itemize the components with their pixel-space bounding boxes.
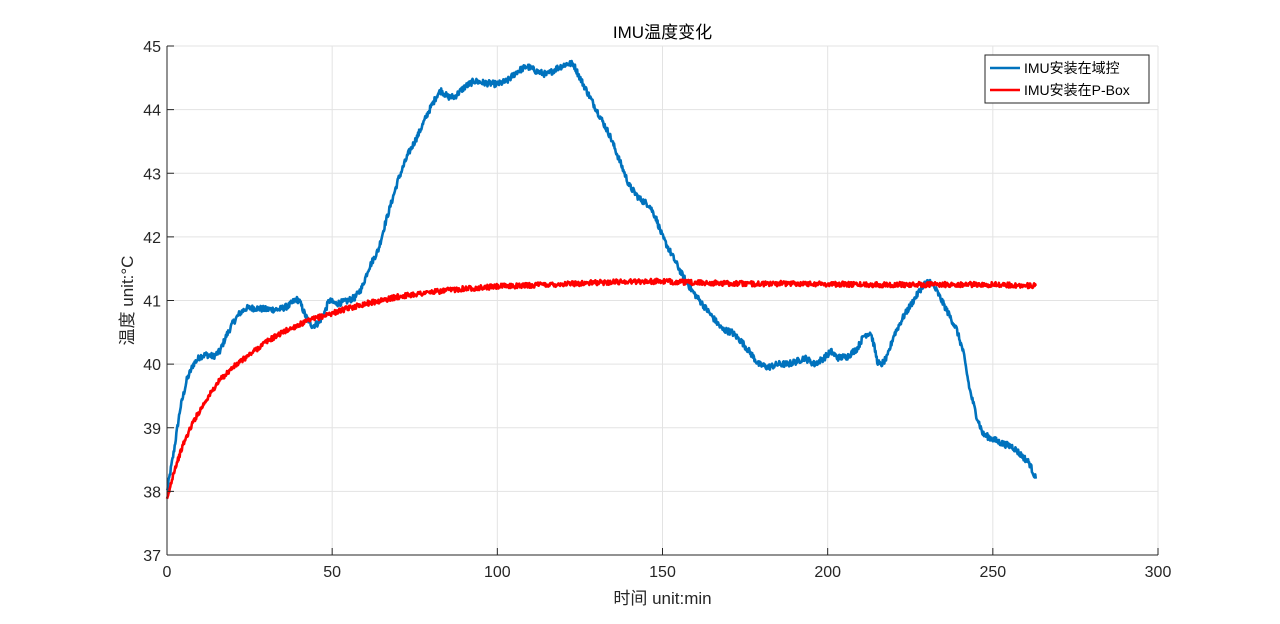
y-tick-label: 45 xyxy=(143,39,161,56)
legend-entry-series-2: IMU安装在P-Box xyxy=(1024,82,1130,98)
y-tick-label: 42 xyxy=(143,230,161,247)
legend-box xyxy=(984,54,1150,104)
x-tick-label: 50 xyxy=(323,564,341,581)
y-tick-label: 39 xyxy=(143,421,161,438)
y-tick-label: 38 xyxy=(143,484,161,501)
tick-labels: 0 50 100 150 200 250 300 37 38 39 40 41 42 43 44 45 xyxy=(143,39,1171,581)
legend: IMU安装在域控 IMU安装在P-Box xyxy=(984,54,1150,104)
x-axis-label: 时间 unit:min xyxy=(613,589,711,608)
y-tick-label: 37 xyxy=(143,548,161,565)
x-tick-label: 200 xyxy=(814,564,841,581)
y-tick-label: 43 xyxy=(143,166,161,183)
series-line-2 xyxy=(165,277,1038,500)
y-tick-label: 40 xyxy=(143,357,161,374)
y-axis-label: 温度 unit:°C xyxy=(118,256,137,346)
legend-entry-series-1: IMU安装在域控 xyxy=(1024,60,1120,76)
x-tick-label: 150 xyxy=(649,564,676,581)
y-tick-label: 44 xyxy=(143,103,161,120)
x-tick-label: 100 xyxy=(484,564,511,581)
x-tick-label: 300 xyxy=(1145,564,1172,581)
x-tick-label: 0 xyxy=(163,564,172,581)
series-lines xyxy=(165,59,1038,500)
y-tick-label: 41 xyxy=(143,294,161,311)
chart-title: IMU温度变化 xyxy=(613,23,712,42)
series-line-1 xyxy=(165,59,1038,492)
x-tick-label: 250 xyxy=(979,564,1006,581)
axes xyxy=(166,45,1159,556)
